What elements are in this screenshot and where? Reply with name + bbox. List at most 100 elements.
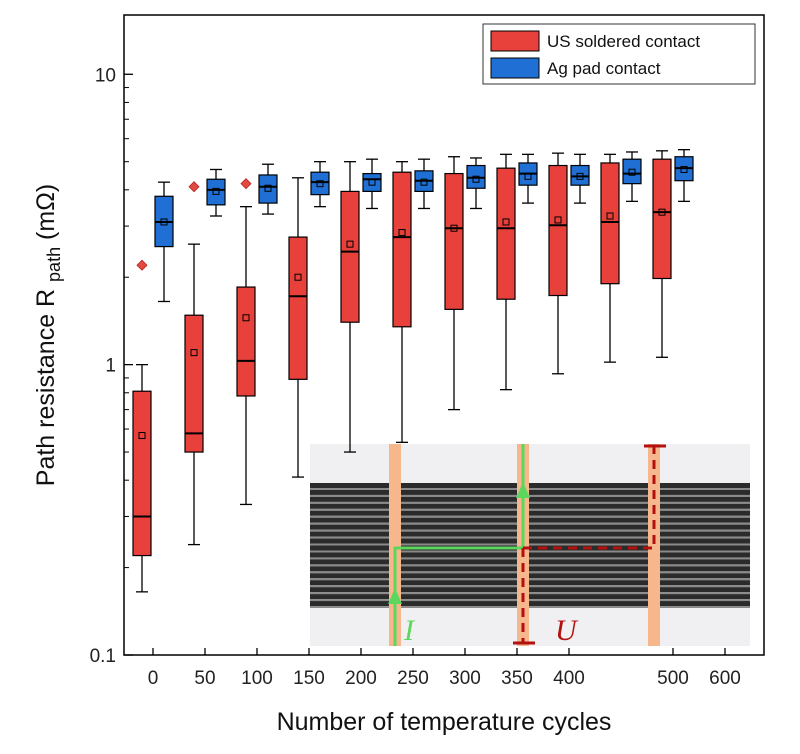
box-iqr <box>496 167 516 300</box>
box-mean-marker <box>628 168 636 176</box>
inset-cell-gap <box>310 529 750 532</box>
inset-cell-gap <box>310 515 750 518</box>
box-mean-marker <box>554 216 562 224</box>
box-ag-pad <box>206 168 226 217</box>
inset-cell-gap <box>310 599 750 602</box>
outlier-marker <box>136 259 148 271</box>
chart-marks <box>132 149 694 593</box>
box-iqr <box>184 314 204 453</box>
box-iqr <box>622 158 642 185</box>
box-us-soldered <box>392 161 412 443</box>
box-ag-pad <box>622 151 642 203</box>
box-iqr <box>444 172 464 310</box>
box-ag-pad <box>362 158 382 210</box>
inset-cell-strip <box>310 552 750 558</box>
y-axis-label-unit: (mΩ) <box>32 184 60 247</box>
box-ag-pad <box>154 181 174 303</box>
box-us-soldered <box>496 153 516 391</box>
inset-cell-strip <box>310 594 750 600</box>
box-iqr <box>340 190 360 323</box>
box-mean-marker <box>606 212 614 220</box>
inset-cell-gap <box>310 585 750 588</box>
box-iqr <box>600 162 620 285</box>
box-iqr <box>362 172 382 193</box>
x-tick-label: 100 <box>241 668 273 689</box>
inset-cell-gap <box>310 508 750 511</box>
legend: US soldered contact Ag pad contact <box>482 23 756 85</box>
inset-cell-strip <box>310 503 750 509</box>
y-axis-label-subscript: path <box>44 247 64 282</box>
inset-cell-strip <box>310 524 750 530</box>
outlier-marker <box>188 181 200 193</box>
inset-cell-gap <box>310 606 750 608</box>
y-axis-ticks: 0.1 1 10 <box>90 65 133 667</box>
box-mean-marker <box>398 229 406 237</box>
inset-cell-gap <box>310 488 750 490</box>
x-tick-label: 150 <box>293 668 325 689</box>
box-iqr <box>288 236 308 380</box>
inset-cell-gap <box>310 543 750 546</box>
box-mean-marker <box>346 240 354 248</box>
x-tick-label: 500 <box>657 668 689 689</box>
box-us-soldered <box>548 152 568 375</box>
x-tick-label: 0 <box>148 668 159 689</box>
inset-cell-strip <box>310 559 750 565</box>
inset-cell-strip <box>310 587 750 593</box>
box-mean-marker <box>190 349 198 357</box>
box-mean-marker <box>368 178 376 186</box>
inset-cell-strip <box>310 566 750 572</box>
box-mean-marker <box>160 218 168 226</box>
inset-cell-strip <box>310 531 750 537</box>
inset-cell-gap <box>310 536 750 539</box>
box-iqr <box>132 390 152 557</box>
inset-cell-strip <box>310 580 750 586</box>
box-iqr <box>236 286 256 397</box>
plot-frame <box>123 14 765 656</box>
box-ag-pad <box>570 153 590 204</box>
legend-label-us-soldered: US soldered contact <box>547 32 700 51</box>
inset-cell-strip <box>310 538 750 544</box>
legend-swatch-ag-pad <box>490 57 540 79</box>
y-tick-label: 1 <box>105 356 116 377</box>
x-tick-label: 300 <box>449 668 481 689</box>
inset-cell-gap <box>310 557 750 560</box>
x-axis-ticks: 0 50 100 150 200 250 300 350 400 500 600 <box>148 648 741 689</box>
y-tick-label: 0.1 <box>90 646 116 667</box>
inset-cell-gap <box>310 522 750 525</box>
box-iqr <box>652 158 672 280</box>
y-axis-label: Path resistance R path (mΩ) <box>32 184 64 486</box>
box-us-soldered <box>600 153 620 363</box>
box-ag-pad <box>258 163 278 215</box>
box-ag-pad <box>414 158 434 210</box>
box-us-soldered <box>132 259 152 593</box>
box-mean-marker <box>212 187 220 195</box>
inset-cell-strip <box>310 573 750 579</box>
box-mean-marker <box>658 208 666 216</box>
box-iqr <box>258 174 278 204</box>
box-mean-marker <box>316 180 324 188</box>
box-mean-marker <box>576 172 584 180</box>
box-mean-marker <box>264 184 272 192</box>
inset-current-arrow-lower <box>388 588 402 604</box>
inset-voltage-probe-right <box>523 446 656 550</box>
box-iqr <box>570 164 590 186</box>
inset-current-arrow-upper <box>516 482 530 498</box>
inset-cell-gap <box>310 578 750 581</box>
legend-label-ag-pad: Ag pad contact <box>547 59 661 78</box>
x-tick-label: 400 <box>553 668 585 689</box>
box-mean-marker <box>472 175 480 183</box>
x-tick-label: 200 <box>345 668 377 689</box>
inset-current-label: I <box>403 614 416 647</box>
x-tick-label: 50 <box>194 668 215 689</box>
inset-cell-strip <box>310 489 750 495</box>
box-us-soldered <box>184 181 204 546</box>
y-tick-label: 10 <box>95 65 116 86</box>
box-mean-marker <box>680 165 688 173</box>
inset-cell-gap <box>310 571 750 574</box>
box-mean-marker <box>138 432 146 440</box>
box-us-soldered <box>652 150 672 358</box>
inset-voltage-label: U <box>555 614 579 647</box>
box-mean-marker <box>450 224 458 232</box>
box-mean-marker <box>502 218 510 226</box>
